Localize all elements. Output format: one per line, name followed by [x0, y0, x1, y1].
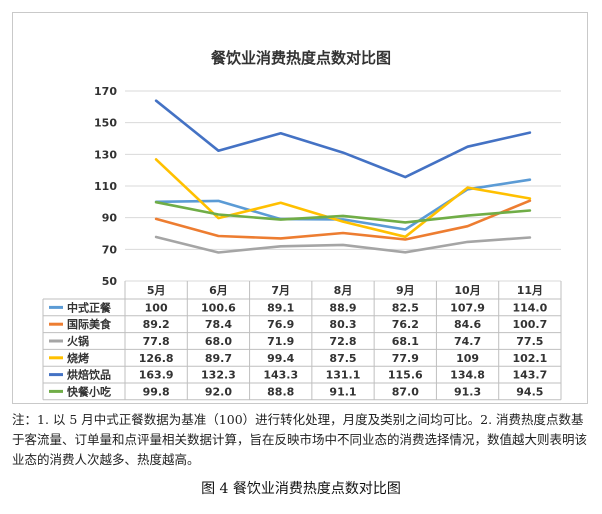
data-label-s3-1: 77.8 [143, 335, 170, 348]
y-tick-label-130: 130 [94, 148, 117, 161]
data-label-s5-3: 143.3 [263, 369, 298, 382]
data-label-s6-2: 92.0 [205, 385, 232, 398]
series-line-3 [154, 235, 532, 254]
y-tick-label-70: 70 [102, 243, 118, 256]
data-label-s1-5: 82.5 [392, 301, 419, 314]
data-label-s6-7: 94.5 [516, 385, 543, 398]
chart-title: 餐饮业消费热度点数对比图 [211, 49, 391, 67]
y-tick-label-150: 150 [94, 117, 117, 130]
category-label-5: 9月 [396, 284, 415, 297]
data-label-s1-6: 107.9 [450, 301, 485, 314]
y-tick-label-50: 50 [102, 275, 118, 288]
category-label-4: 8月 [334, 284, 353, 297]
series-line-4 [154, 158, 532, 239]
legend-label-6: 快餐小吃 [66, 384, 111, 398]
y-tick-label-90: 90 [102, 212, 118, 225]
category-label-6: 10月 [454, 284, 480, 297]
series-line-1 [154, 178, 532, 231]
data-label-s2-5: 76.2 [392, 318, 419, 331]
y-tick-label-110: 110 [94, 180, 117, 193]
data-label-s5-6: 134.8 [450, 369, 485, 382]
chart-note: 注：1. 以 5 月中式正餐数据为基准（100）进行转化处理，月度及类别之间均可… [12, 412, 588, 467]
data-label-s4-1: 126.8 [139, 352, 174, 365]
category-label-2: 6月 [209, 284, 228, 297]
legend-label-2: 国际美食 [67, 317, 112, 331]
data-label-s5-5: 115.6 [388, 369, 423, 382]
legend-label-1: 中式正餐 [67, 300, 112, 314]
legend-label-5: 烘焙饮品 [67, 368, 111, 382]
chart-container: 餐饮业消费热度点数对比图 50 70 90 110 130 150 170 5月 6月 7月 8月 9月… [12, 12, 588, 404]
data-label-s4-6: 109 [456, 352, 479, 365]
data-label-s4-5: 77.9 [392, 352, 419, 365]
data-label-s2-2: 78.4 [205, 318, 232, 331]
figure-caption: 图 4 餐饮业消费热度点数对比图 [201, 481, 401, 497]
series-line-5 [154, 99, 532, 179]
category-label-3: 7月 [271, 284, 290, 297]
data-label-s2-4: 80.3 [329, 318, 356, 331]
data-label-s5-1: 163.9 [139, 369, 174, 382]
data-label-s2-6: 84.6 [454, 318, 481, 331]
data-label-s1-4: 88.9 [329, 301, 356, 314]
data-label-s2-3: 76.9 [267, 318, 294, 331]
y-tick-label-170: 170 [94, 85, 117, 98]
data-label-s3-2: 68.0 [205, 335, 232, 348]
data-label-s1-3: 89.1 [267, 301, 294, 314]
legend-label-3: 火锅 [67, 334, 89, 348]
data-label-s2-1: 89.2 [143, 318, 170, 331]
data-label-s6-6: 91.3 [454, 385, 481, 398]
data-label-s1-2: 100.6 [201, 301, 236, 314]
data-label-s6-5: 87.0 [392, 385, 419, 398]
series-line-6 [154, 200, 532, 224]
data-label-s6-4: 91.1 [329, 385, 356, 398]
data-label-s3-4: 72.8 [329, 335, 356, 348]
data-label-s3-3: 71.9 [267, 335, 294, 348]
data-label-s1-7: 114.0 [512, 301, 547, 314]
category-label-7: 11月 [517, 284, 543, 297]
data-label-s6-3: 88.8 [267, 385, 294, 398]
legend-label-4: 烧烤 [67, 351, 89, 365]
data-label-s5-7: 143.7 [512, 369, 547, 382]
data-label-s4-7: 102.1 [512, 352, 547, 365]
data-label-s4-4: 87.5 [329, 352, 356, 365]
data-label-s3-6: 74.7 [454, 335, 481, 348]
data-label-s1-1: 100 [145, 301, 168, 314]
data-label-s4-2: 89.7 [205, 352, 232, 365]
data-label-s5-2: 132.3 [201, 369, 236, 382]
data-label-s2-7: 100.7 [512, 318, 547, 331]
data-label-s3-7: 77.5 [516, 335, 543, 348]
data-label-s6-1: 99.8 [143, 385, 170, 398]
data-label-s4-3: 99.4 [267, 352, 294, 365]
category-label-1: 5月 [147, 284, 166, 297]
data-label-s5-4: 131.1 [326, 369, 361, 382]
series-line-2 [154, 199, 532, 241]
line-chart: 餐饮业消费热度点数对比图 50 70 90 110 130 150 170 5月 6月 7月 8月 9月… [42, 49, 562, 401]
data-label-s3-5: 68.1 [392, 335, 419, 348]
